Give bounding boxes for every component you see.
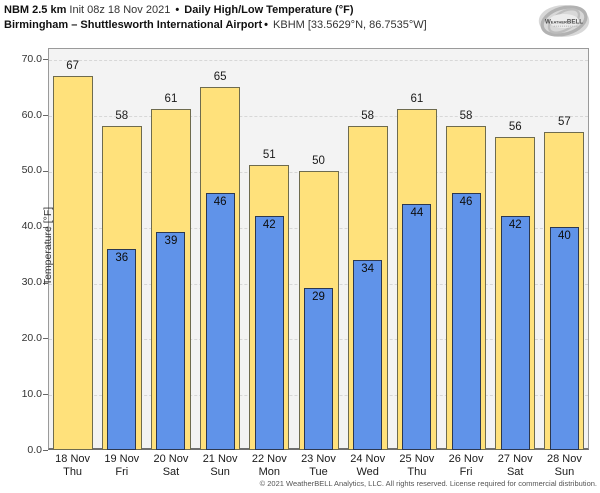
low-bar [254,215,284,450]
x-axis-weekday: Sun [210,466,230,478]
x-axis-weekday: Thu [407,466,427,478]
low-bar [205,193,235,450]
high-value-label: 58 [459,110,473,123]
y-tick-label: 60.0 [21,108,42,121]
x-axis-label: 27 Nov Sat [491,453,540,479]
logo-swirl-arm-outer [540,5,588,37]
y-tick-mark [43,338,48,340]
x-axis-date: 19 Nov [104,453,140,465]
low-value-label: 46 [459,196,473,209]
x-axis-label: 28 Nov Sun [540,453,589,479]
x-axis-date: 18 Nov [55,453,91,465]
x-axis-date: 27 Nov [497,453,533,465]
low-bar [402,204,432,450]
x-axis-label: 18 Nov Thu [48,453,97,479]
low-value-label: 42 [262,218,276,231]
x-axis-weekday: Thu [63,466,83,478]
x-axis-weekday: Mon [258,466,280,478]
high-value-label: 56 [508,121,522,134]
y-tick-label: 20.0 [21,331,42,344]
low-value-label: 44 [410,207,424,220]
x-axis-weekday: Wed [356,466,379,478]
x-axis-label: 26 Nov Fri [441,453,490,479]
high-value-label: 67 [66,59,79,72]
low-bar [304,288,333,450]
low-bar [500,215,530,450]
y-tick-label: 50.0 [21,164,42,177]
x-axis-weekday: Fri [115,466,129,478]
low-bar [549,226,579,450]
high-value-label: 50 [312,154,325,167]
init-time: Init 08z 18 Nov 2021 [66,4,174,16]
low-value-label: 39 [164,235,178,248]
low-value-label: 46 [213,196,227,209]
y-tick-mark [43,282,48,284]
x-axis-date: 26 Nov [448,453,484,465]
y-tick-mark [43,226,48,228]
low-value-label: 34 [361,263,375,276]
y-tick-label: 70.0 [21,52,42,65]
high-value-label: 61 [410,93,424,106]
x-axis-date: 22 Nov [251,453,287,465]
low-bar [451,193,481,450]
low-value-label: 40 [558,229,571,242]
x-axis-date: 20 Nov [153,453,189,465]
y-tick-mark [43,450,48,451]
title-separator: • [175,4,180,16]
chart-title: NBM 2.5 km Init 08z 18 Nov 2021 • Daily … [4,4,354,16]
gridline-70 [49,60,588,62]
low-value-label: 42 [508,218,522,231]
high-value-label: 61 [164,93,178,106]
y-tick-mark [43,115,48,116]
gridline-60 [49,116,588,117]
high-bar [52,75,93,450]
low-value-label: 36 [115,252,129,264]
x-axis-weekday: Fri [459,466,473,478]
y-tick-mark [43,59,48,61]
y-tick-label: 10.0 [21,387,42,400]
low-value-label: 29 [312,291,325,304]
y-tick-label: 0.0 [27,443,42,456]
weatherbell-logo: WeatherBELL [538,5,590,37]
x-axis-label: 19 Nov Fri [97,453,146,479]
x-axis-label: 24 Nov Wed [343,453,392,479]
station-code: KBHM [33.5629°N, 86.7535°W] [269,19,427,31]
high-value-label: 65 [213,71,227,84]
x-axis-label: 23 Nov Tue [294,453,343,479]
y-tick-label: 30.0 [21,276,42,288]
parameter-name: Daily High/Low Temperature (°F) [181,4,354,16]
high-value-label: 51 [262,149,276,162]
x-axis-label: 21 Nov Sun [196,453,245,479]
high-value-label: 58 [361,110,375,123]
copyright-notice: © 2021 WeatherBELL Analytics, LLC. All r… [259,479,597,488]
subtitle-separator: • [264,19,268,31]
x-axis-date: 28 Nov [546,453,582,465]
chart-subtitle: Birmingham – Shuttlesworth International… [4,19,427,31]
high-value-label: 57 [558,115,571,128]
model-name: NBM 2.5 km [4,4,67,16]
x-axis-date: 25 Nov [399,453,435,465]
x-axis-label: 22 Nov Mon [245,453,294,479]
low-bar [156,232,186,450]
y-tick-mark [43,170,48,172]
x-axis-date: 23 Nov [301,453,336,465]
station-name: Birmingham – Shuttlesworth International… [4,19,263,31]
x-axis-date: 21 Nov [202,453,238,465]
logo-center [549,14,579,28]
x-axis-label: 20 Nov Sat [146,453,195,479]
high-value-label: 58 [115,110,129,123]
logo-text: WeatherBELL [545,18,583,25]
y-tick-mark [43,394,48,396]
logo-swirl-arm-inner [547,8,581,34]
x-axis-weekday: Sat [162,466,180,478]
x-axis-weekday: Sat [506,466,524,478]
x-axis-weekday: Sun [554,466,575,478]
y-tick-label: 40.0 [21,220,42,233]
x-axis-label: 25 Nov Thu [392,453,441,479]
low-bar [107,249,137,450]
x-axis-date: 24 Nov [350,453,386,465]
low-bar [353,260,383,450]
x-axis-weekday: Tue [309,466,328,478]
